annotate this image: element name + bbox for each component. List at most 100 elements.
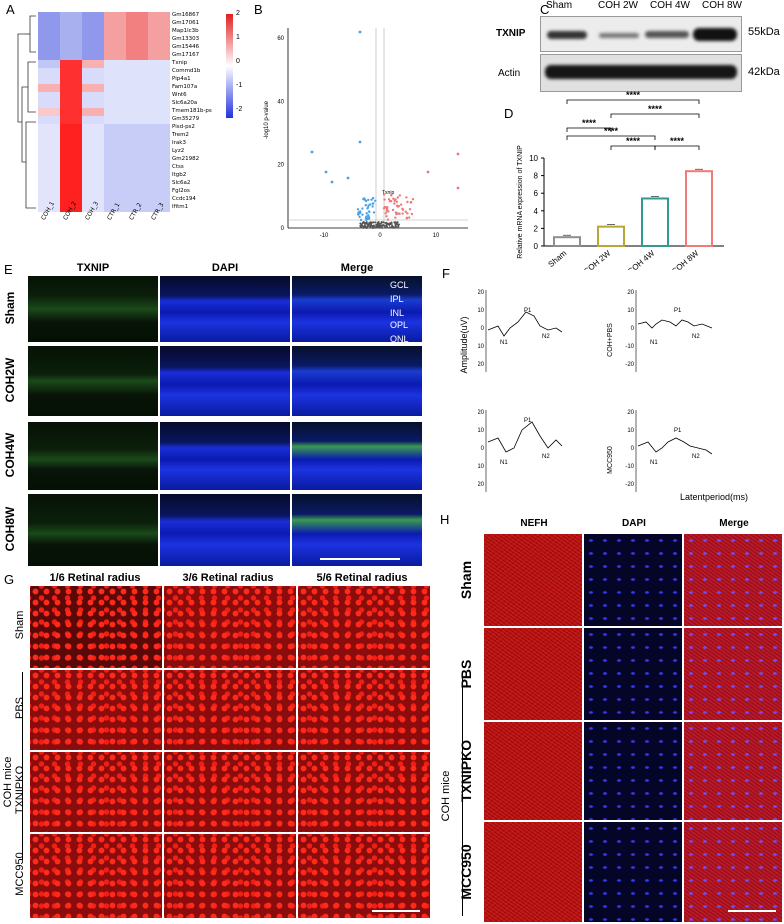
heatmap-cell (148, 52, 170, 60)
size-55kda: 55kDa (748, 26, 780, 38)
heatmap-cell (82, 28, 104, 36)
heatmap-cell (60, 156, 82, 164)
panel-label-h: H (440, 512, 450, 527)
heatmap-cell (104, 12, 126, 20)
heatmap-cell (126, 164, 148, 172)
bar-ytick: 8 (534, 172, 539, 181)
g-tile-TXNIPKO-2 (298, 752, 430, 832)
heatmap-cell (126, 12, 148, 20)
heatmap-cell (60, 36, 82, 44)
erg-plot-3: 20 10 0 -10 -20 MCC950 N1 P1 N2 (607, 410, 713, 492)
heatmap-cell (82, 84, 104, 92)
heatmap-cell (60, 132, 82, 140)
heatmap-cell (104, 164, 126, 172)
heatmap-cell (60, 188, 82, 196)
g-tile-MCC950-2 (298, 834, 430, 918)
e-row-label: COH4W (3, 432, 17, 478)
heatmap-cell (82, 196, 104, 204)
heatmap-cell (148, 116, 170, 124)
volcano-point-up (394, 198, 397, 201)
scale-tick: 0 (236, 58, 240, 65)
volcano-point (372, 224, 375, 227)
panel-label-e: E (4, 262, 13, 277)
h-tile-MCC950-0 (484, 822, 582, 922)
heatmap-cell (104, 100, 126, 108)
heatmap-cell (104, 116, 126, 124)
volcano-xtick: 10 (433, 233, 440, 239)
volcano-label: Txnip (382, 190, 394, 196)
heatmap-cell (38, 28, 60, 36)
heatmap-cell (38, 100, 60, 108)
volcano-point (388, 224, 391, 227)
heatmap-cell (82, 116, 104, 124)
volcano-point-down (366, 207, 369, 210)
heatmap-cell (82, 60, 104, 68)
heatmap-cell (60, 108, 82, 116)
heatmap-cell (60, 20, 82, 28)
erg-n1: N1 (650, 340, 658, 346)
volcano-point (397, 223, 400, 226)
gene-label: Fgl2os (172, 188, 190, 194)
heatmap-cell (126, 100, 148, 108)
heatmap-cell (38, 68, 60, 76)
volcano-point-down (358, 211, 362, 215)
heatmap-cell (148, 92, 170, 100)
scale-tick: -1 (236, 82, 243, 89)
layer-label: INL (390, 308, 405, 318)
heatmap-cell (126, 28, 148, 36)
volcano-ytick: 0 (281, 226, 285, 232)
gene-label: Gm17167 (172, 52, 200, 58)
e-tile-COH4W-2 (292, 422, 422, 490)
heatmap-cell (82, 148, 104, 156)
gene-label: Irak3 (172, 140, 186, 146)
heatmap-cell (60, 172, 82, 180)
h-col-dapi: DAPI (622, 518, 646, 529)
erg-ytick: -10 (625, 464, 634, 470)
volcano-point-up (391, 208, 395, 212)
heatmap-cell (126, 20, 148, 28)
bar-ytick: 6 (534, 189, 539, 198)
volcano-point-up (426, 170, 430, 174)
volcano-point (368, 223, 371, 226)
heatmap-cell (104, 204, 126, 212)
scale-tick: 1 (236, 34, 240, 41)
heatmap-cell (38, 132, 60, 140)
volcano-point-down (370, 198, 373, 201)
volcano-point-down (330, 180, 334, 184)
erg-plots: 20100-10-20ShamN1P1N220100-10-20COH+PBSN… (478, 290, 713, 492)
heatmap-cell (148, 100, 170, 108)
h-row-label: Sham (458, 560, 474, 600)
heatmap-cell (148, 156, 170, 164)
h-tile-PBS-1 (584, 628, 682, 720)
heatmap-cell (38, 84, 60, 92)
heatmap-cell (126, 188, 148, 196)
erg-ylabel: Amplitude(uV) (459, 316, 469, 374)
volcano-point (394, 221, 397, 224)
g-tile-PBS-2 (298, 670, 430, 750)
gene-label: Txnip (172, 60, 188, 66)
heatmap-cell (38, 108, 60, 116)
e-col-dapi: DAPI (211, 262, 239, 274)
erg-ytick: -20 (478, 362, 485, 368)
gene-label: Commd1b (172, 68, 201, 74)
heatmap-cell (38, 172, 60, 180)
heatmap-cell (104, 60, 126, 68)
heatmap-cell (126, 132, 148, 140)
heatmap-cell (148, 148, 170, 156)
h-group-label: COH mice (440, 770, 452, 822)
erg-n1: N1 (500, 460, 508, 466)
volcano-point-down (371, 205, 374, 208)
erg-ytick: 0 (481, 326, 485, 332)
g-col-2: 3/6 Retinal radius (182, 572, 274, 584)
color-scale-bar (226, 14, 233, 118)
g-bracket (22, 672, 23, 860)
significance-label: **** (626, 136, 641, 146)
significance-bracket (566, 127, 612, 132)
volcano-point (364, 225, 367, 228)
heatmap-cell (60, 116, 82, 124)
heatmap-cell (104, 180, 126, 188)
volcano-point-up (383, 198, 386, 201)
scale-bar (372, 910, 420, 912)
sample-labels: COH_1 COH_2 COH_3 CTR_1 CTR_2 CTR_3 (38, 200, 170, 244)
g-tile-Sham-1 (164, 586, 296, 668)
